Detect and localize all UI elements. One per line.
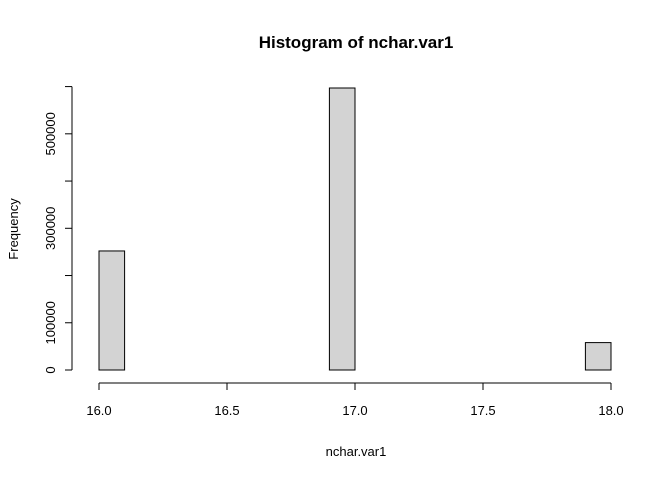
- x-tick-label: 17.5: [470, 403, 495, 418]
- x-tick-label: 16.0: [86, 403, 111, 418]
- y-tick-label: 300000: [43, 207, 58, 250]
- y-tick-label: 100000: [43, 301, 58, 344]
- x-axis-label: nchar.var1: [326, 444, 387, 459]
- x-tick-label: 17.0: [342, 403, 367, 418]
- histogram-bar: [328, 87, 356, 371]
- y-tick-label: 500000: [43, 112, 58, 155]
- y-tick-label: 0: [43, 366, 58, 373]
- y-axis-label: Frequency: [6, 198, 21, 260]
- x-axis: 16.0 16.5 17.0 17.5 18.0: [86, 382, 624, 418]
- histogram-bar: [584, 342, 612, 371]
- y-axis: 0 100000 300000 500000: [43, 86, 73, 374]
- x-tick-label: 18.0: [598, 403, 623, 418]
- x-tick-label: 16.5: [214, 403, 239, 418]
- histogram-bars: [98, 87, 612, 371]
- histogram-bar: [98, 250, 126, 371]
- chart-title: Histogram of nchar.var1: [259, 33, 454, 52]
